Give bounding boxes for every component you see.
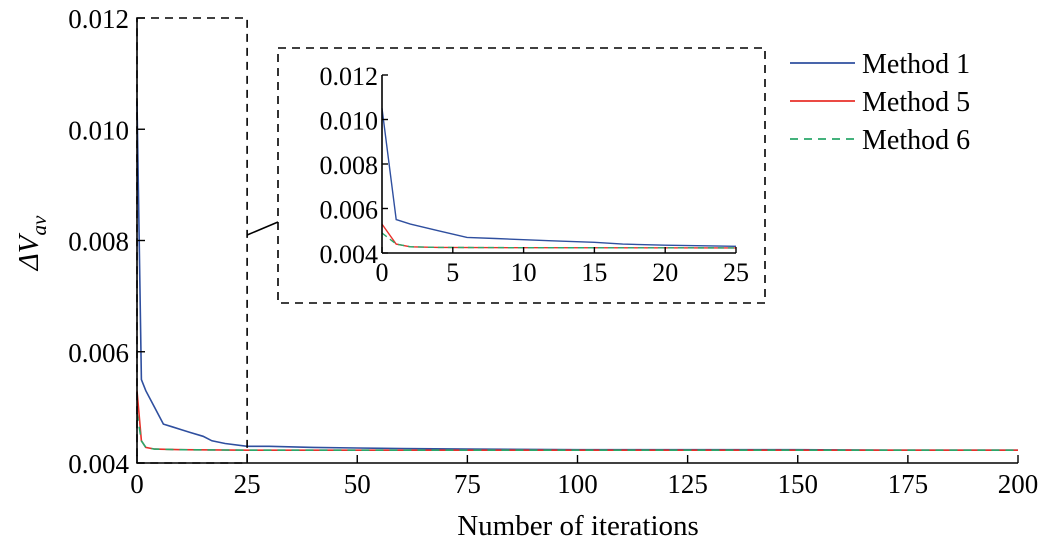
inset-x-tick-label: 0: [376, 258, 389, 287]
y-axis-title: ΔVav: [13, 215, 51, 271]
y-axis-title-main: ΔV: [13, 232, 45, 271]
inset-x-tick-label: 25: [723, 258, 749, 287]
legend: Method 1 Method 5 Method 6: [790, 49, 970, 156]
inset-series-line-method-6: [381, 232, 737, 249]
x-tick-label: 0: [130, 469, 144, 499]
inset-y-tick-label: 0.006: [320, 196, 379, 225]
x-tick-label: 50: [344, 469, 371, 499]
inset-x-ticks: 0 5 10 15 20 25: [376, 247, 749, 287]
y-tick-label: 0.012: [68, 4, 129, 34]
main-x-ticks: 0 25 50 75 100 125 150 175 200: [130, 455, 1038, 499]
series-line-method-5: [136, 390, 1018, 452]
series-line-method-6: [136, 412, 1018, 452]
inset-y-ticks: 0.004 0.006 0.008 0.010 0.012: [320, 62, 388, 269]
inset-x-tick-label: 20: [652, 258, 678, 287]
inset-y-tick-label: 0.010: [320, 107, 379, 136]
x-tick-label: 175: [888, 469, 929, 499]
x-tick-label: 25: [234, 469, 261, 499]
inset-frame: [277, 47, 766, 304]
x-tick-label: 150: [778, 469, 819, 499]
inset-y-tick-label: 0.004: [320, 240, 379, 269]
x-tick-label: 200: [998, 469, 1039, 499]
inset-y-tick-label: 0.012: [320, 62, 379, 91]
x-tick-label: 75: [454, 469, 481, 499]
x-tick-label: 125: [667, 469, 708, 499]
x-tick-label: 100: [557, 469, 598, 499]
y-tick-label: 0.004: [68, 449, 129, 479]
x-axis-title: Number of iterations: [457, 510, 699, 542]
inset-series-line-method-1: [381, 108, 737, 247]
y-axis-title-sub: av: [27, 215, 51, 236]
legend-label-method-1: Method 1: [862, 49, 970, 80]
zoom-connector-line: [246, 221, 279, 236]
inset-plot-series: [381, 108, 737, 249]
y-tick-label: 0.008: [68, 227, 129, 257]
inset-y-tick-label: 0.008: [320, 151, 379, 180]
legend-label-method-5: Method 5: [862, 87, 970, 118]
inset-x-tick-label: 15: [581, 258, 607, 287]
main-y-ticks: 0.004 0.006 0.008 0.010 0.012: [68, 4, 145, 479]
legend-label-method-6: Method 6: [862, 125, 970, 156]
y-tick-label: 0.010: [68, 115, 129, 145]
zoom-region-box: [136, 17, 248, 464]
inset-x-tick-label: 5: [446, 258, 459, 287]
inset-x-tick-label: 10: [511, 258, 537, 287]
y-tick-label: 0.006: [68, 338, 129, 368]
main-plot-series: [136, 101, 1018, 452]
